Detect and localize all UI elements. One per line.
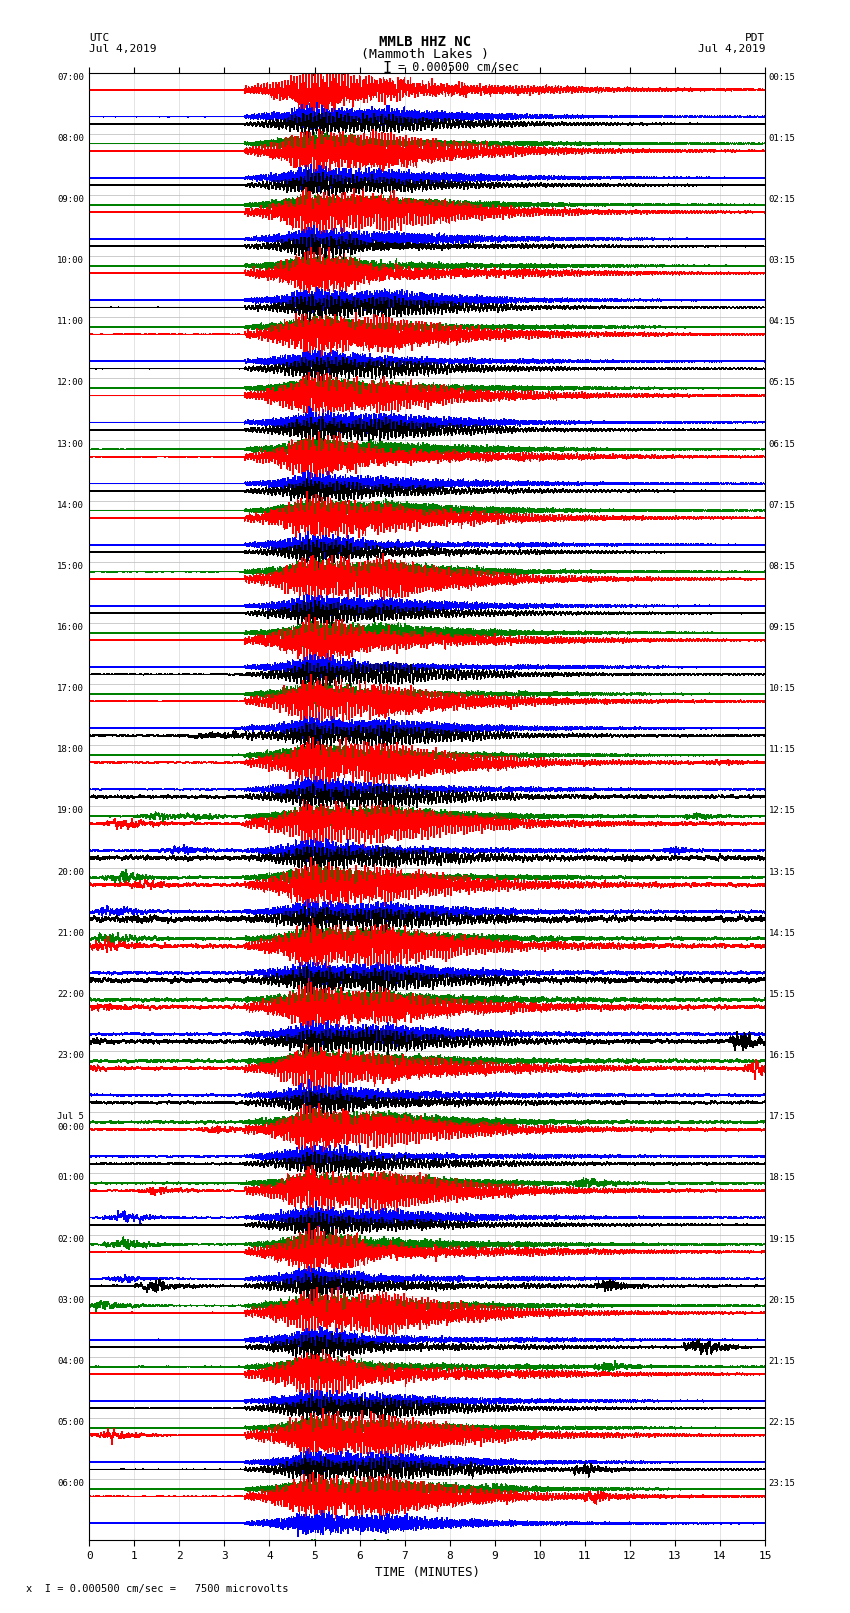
Text: 07:00: 07:00 [57,73,84,82]
Text: 20:00: 20:00 [57,868,84,876]
Text: I: I [382,61,391,76]
Text: 18:00: 18:00 [57,745,84,755]
Text: PDT: PDT [745,32,765,44]
Text: 12:00: 12:00 [57,379,84,387]
Text: MMLB HHZ NC: MMLB HHZ NC [379,35,471,48]
Text: 06:15: 06:15 [768,439,796,448]
Text: 14:15: 14:15 [768,929,796,937]
Text: 23:15: 23:15 [768,1479,796,1489]
Text: 10:00: 10:00 [57,256,84,265]
Text: 07:15: 07:15 [768,500,796,510]
Text: 02:15: 02:15 [768,195,796,203]
Text: 19:15: 19:15 [768,1234,796,1244]
Text: Jul 4,2019: Jul 4,2019 [698,44,765,55]
Text: 20:15: 20:15 [768,1295,796,1305]
Text: 18:15: 18:15 [768,1174,796,1182]
Text: 09:15: 09:15 [768,623,796,632]
Text: 05:00: 05:00 [57,1418,84,1428]
Text: 03:00: 03:00 [57,1295,84,1305]
Text: 11:15: 11:15 [768,745,796,755]
Text: x  I = 0.000500 cm/sec =   7500 microvolts: x I = 0.000500 cm/sec = 7500 microvolts [26,1584,288,1594]
Text: 01:00: 01:00 [57,1174,84,1182]
Text: 13:00: 13:00 [57,439,84,448]
Text: 16:00: 16:00 [57,623,84,632]
Text: 13:15: 13:15 [768,868,796,876]
Text: 21:15: 21:15 [768,1357,796,1366]
Text: 01:15: 01:15 [768,134,796,142]
Text: 15:15: 15:15 [768,990,796,998]
Text: 21:00: 21:00 [57,929,84,937]
Text: Jul 4,2019: Jul 4,2019 [89,44,156,55]
Text: Jul 5
00:00: Jul 5 00:00 [57,1113,84,1132]
Text: 04:15: 04:15 [768,318,796,326]
Text: 17:00: 17:00 [57,684,84,694]
Text: 10:15: 10:15 [768,684,796,694]
Text: 23:00: 23:00 [57,1052,84,1060]
Text: 22:00: 22:00 [57,990,84,998]
Text: (Mammoth Lakes ): (Mammoth Lakes ) [361,48,489,61]
Text: 08:00: 08:00 [57,134,84,142]
Text: 06:00: 06:00 [57,1479,84,1489]
Text: 17:15: 17:15 [768,1113,796,1121]
Text: 22:15: 22:15 [768,1418,796,1428]
Text: 09:00: 09:00 [57,195,84,203]
Text: 04:00: 04:00 [57,1357,84,1366]
Text: 15:00: 15:00 [57,561,84,571]
Text: 16:15: 16:15 [768,1052,796,1060]
Text: 05:15: 05:15 [768,379,796,387]
Text: 14:00: 14:00 [57,500,84,510]
Text: 11:00: 11:00 [57,318,84,326]
Text: UTC: UTC [89,32,110,44]
Text: 02:00: 02:00 [57,1234,84,1244]
Text: = 0.000500 cm/sec: = 0.000500 cm/sec [398,60,518,74]
Text: 03:15: 03:15 [768,256,796,265]
Text: 00:15: 00:15 [768,73,796,82]
X-axis label: TIME (MINUTES): TIME (MINUTES) [375,1566,479,1579]
Text: 08:15: 08:15 [768,561,796,571]
Text: 19:00: 19:00 [57,806,84,816]
Text: 12:15: 12:15 [768,806,796,816]
